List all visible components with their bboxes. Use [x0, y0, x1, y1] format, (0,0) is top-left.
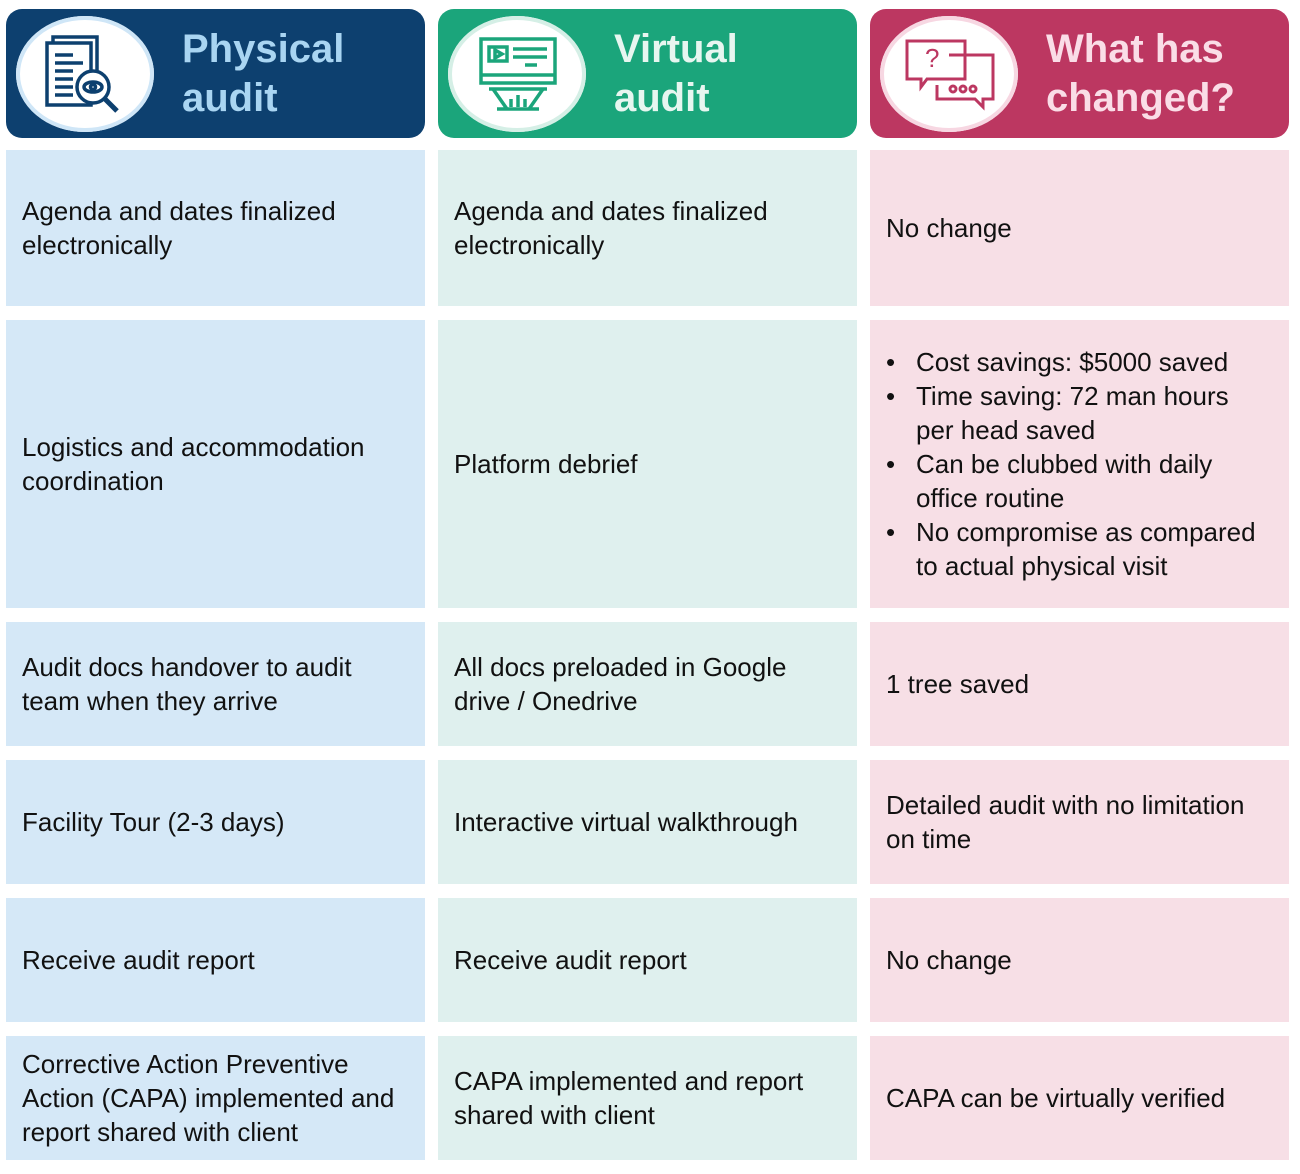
physical-cell: Receive audit report [6, 898, 425, 1022]
physical-cell: Audit docs handover to audit team when t… [6, 622, 425, 746]
header-title: Virtual audit [614, 26, 738, 120]
virtual-cell: Receive audit report [438, 898, 857, 1022]
header-title: Physical audit [182, 26, 345, 120]
changed-cell: No change [870, 150, 1289, 306]
physical-cell: Agenda and dates finalized electronicall… [6, 150, 425, 306]
changed-cell: Cost savings: $5000 saved Time saving: 7… [870, 320, 1289, 608]
changed-cell: No change [870, 898, 1289, 1022]
physical-cell: Logistics and accommodation coordination [6, 320, 425, 608]
virtual-cell: All docs preloaded in Google drive / One… [438, 622, 857, 746]
question-chat-bubbles-icon: ? [880, 15, 1018, 132]
list-item: Can be clubbed with daily office routine [886, 447, 1273, 515]
header-virtual-audit: Virtual audit [438, 9, 857, 138]
comparison-table: Physical audit Virtual audit ? What has cha… [6, 9, 1289, 1160]
header-physical-audit: Physical audit [6, 9, 425, 138]
virtual-cell: Agenda and dates finalized electronicall… [438, 150, 857, 306]
changed-cell: 1 tree saved [870, 622, 1289, 746]
list-item: Cost savings: $5000 saved [886, 345, 1273, 379]
virtual-cell: Interactive virtual walkthrough [438, 760, 857, 884]
header-title: What has changed? [1046, 26, 1235, 120]
list-item: No compromise as compared to actual phys… [886, 515, 1273, 583]
video-screen-presentation-icon [448, 15, 586, 132]
virtual-cell: Platform debrief [438, 320, 857, 608]
physical-cell: Corrective Action Preventive Action (CAP… [6, 1036, 425, 1160]
header-what-has-changed: ? What has changed? [870, 9, 1289, 138]
list-item: Time saving: 72 man hours per head saved [886, 379, 1273, 447]
svg-text:?: ? [925, 43, 939, 73]
virtual-cell: CAPA implemented and report shared with … [438, 1036, 857, 1160]
changed-cell: CAPA can be virtually verified [870, 1036, 1289, 1160]
physical-cell: Facility Tour (2-3 days) [6, 760, 425, 884]
changes-list: Cost savings: $5000 saved Time saving: 7… [886, 345, 1273, 583]
document-search-eye-icon [16, 15, 154, 132]
changed-cell: Detailed audit with no limitation on tim… [870, 760, 1289, 884]
